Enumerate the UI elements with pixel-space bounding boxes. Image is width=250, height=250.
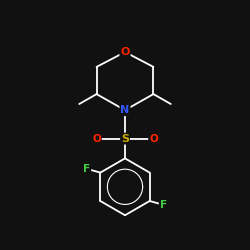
Text: O: O — [92, 134, 101, 143]
Text: O: O — [120, 47, 130, 57]
Text: N: N — [120, 105, 130, 115]
Text: F: F — [160, 200, 167, 210]
Text: O: O — [149, 134, 158, 143]
Text: F: F — [83, 164, 90, 174]
Text: S: S — [121, 134, 129, 143]
